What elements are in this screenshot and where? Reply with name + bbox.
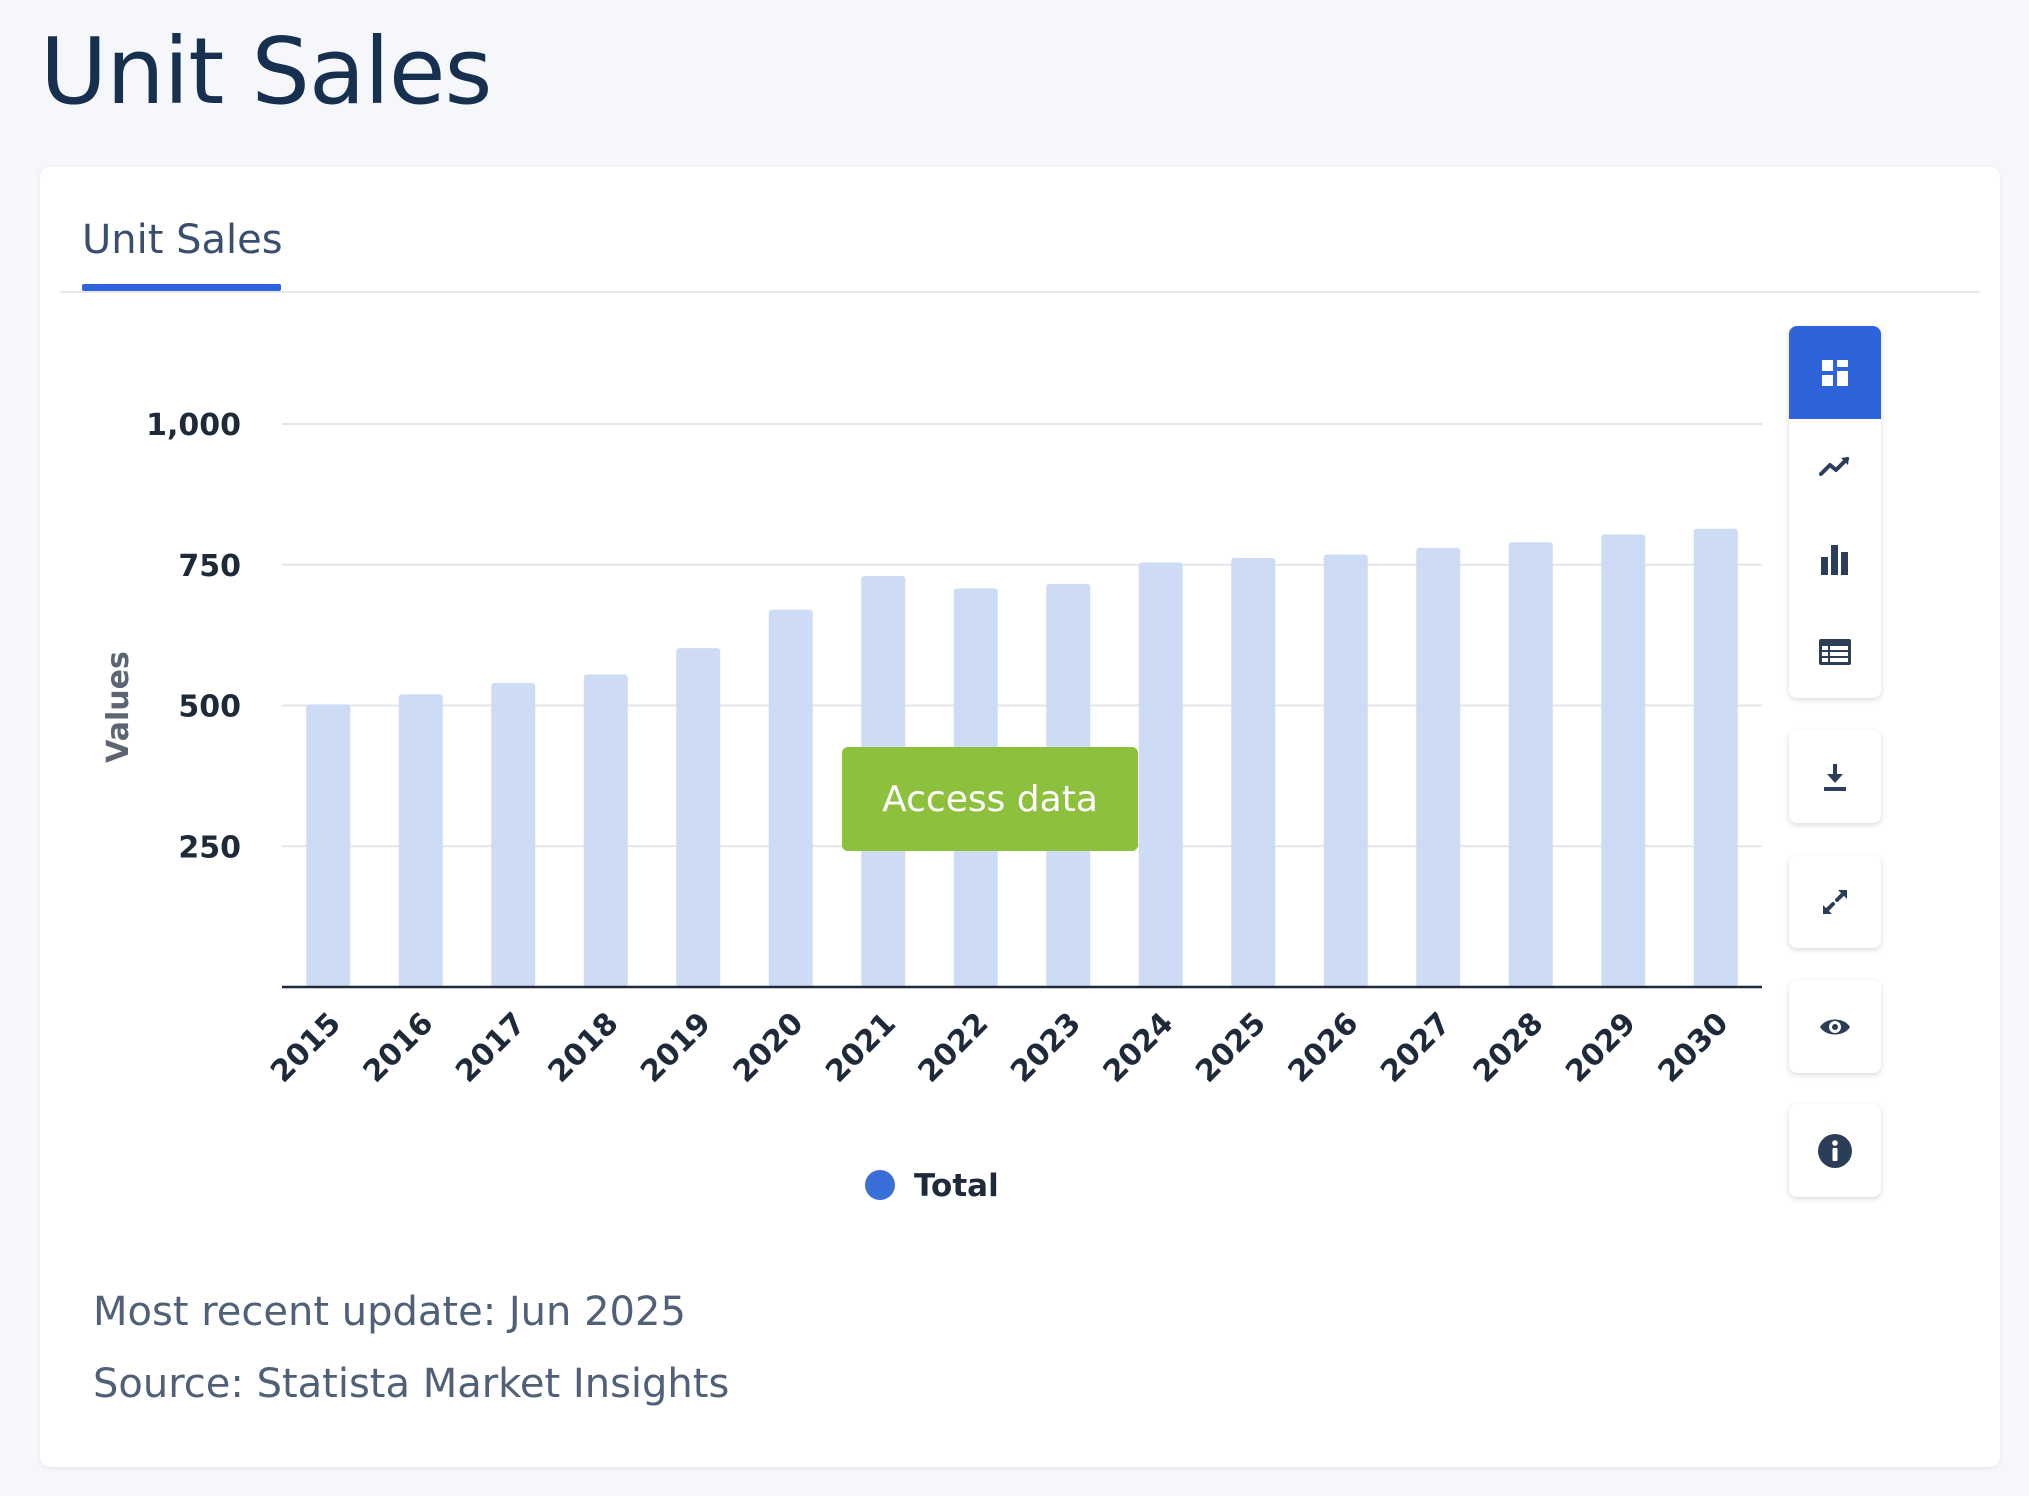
x-tick-label: 2018: [542, 1006, 626, 1090]
y-axis-label: Values: [101, 651, 136, 763]
bar-2019[interactable]: [676, 648, 721, 987]
x-tick-label: 2020: [727, 1006, 811, 1090]
x-tick-label: 2029: [1559, 1006, 1643, 1090]
download-button[interactable]: [1789, 730, 1881, 823]
bar-2015[interactable]: [306, 704, 351, 987]
info-icon: [1818, 1133, 1852, 1168]
x-tick-label: 2022: [912, 1006, 996, 1090]
table-icon: [1819, 638, 1851, 665]
bar-2029[interactable]: [1601, 534, 1646, 987]
bar-2016[interactable]: [398, 694, 443, 987]
dashboard-icon: [1822, 359, 1848, 386]
access-data-button[interactable]: Access data: [842, 747, 1138, 851]
bar-2025[interactable]: [1231, 557, 1276, 987]
legend-label-total: Total: [914, 1168, 999, 1204]
most-recent-update: Most recent update: Jun 2025: [93, 1289, 686, 1335]
bar-2026[interactable]: [1323, 554, 1368, 987]
chart-view-toolbar: [1789, 326, 1881, 698]
info-button[interactable]: [1789, 1104, 1881, 1197]
x-tick-label: 2023: [1004, 1006, 1088, 1090]
x-tick-label: 2016: [357, 1006, 441, 1090]
chart-card: Unit Sales 250 500 750 1,000 2015 2016 2017 201…: [40, 167, 2000, 1467]
x-tick-label: 2021: [819, 1006, 903, 1090]
legend-dot-total: [865, 1170, 895, 1200]
download-icon: [1824, 763, 1846, 791]
page-title: Unit Sales: [40, 18, 492, 125]
tab-divider: [60, 291, 1980, 293]
x-tick-label: 2025: [1189, 1006, 1273, 1090]
x-tick-label: 2027: [1374, 1006, 1458, 1090]
show-hide-button[interactable]: [1789, 980, 1881, 1073]
x-tick-label: 2028: [1467, 1006, 1551, 1090]
bar-chart-view-button[interactable]: [1789, 512, 1881, 605]
source-text: Source: Statista Market Insights: [93, 1361, 730, 1407]
bar-chart-icon: [1821, 544, 1848, 575]
table-view-button[interactable]: [1789, 605, 1881, 698]
expand-icon: [1823, 889, 1847, 914]
y-tick-label: 750: [178, 549, 241, 584]
dashboard-view-button[interactable]: [1789, 326, 1881, 419]
y-tick-label: 250: [178, 830, 241, 865]
y-tick-label: 500: [178, 690, 241, 725]
active-tab-indicator: [82, 284, 281, 291]
y-tick-label: 1,000: [146, 408, 241, 443]
x-tick-label: 2015: [264, 1006, 348, 1090]
line-chart-icon: [1819, 456, 1849, 476]
legend[interactable]: Total: [865, 1168, 999, 1204]
bars: [306, 528, 1738, 987]
eye-icon: [1820, 1019, 1850, 1034]
bar-2027[interactable]: [1416, 547, 1461, 987]
bar-2028[interactable]: [1508, 542, 1553, 987]
line-chart-view-button[interactable]: [1789, 419, 1881, 512]
bar-2017[interactable]: [491, 682, 536, 987]
fullscreen-button[interactable]: [1789, 855, 1881, 948]
x-tick-label: 2017: [449, 1006, 533, 1090]
x-tick-label: 2030: [1652, 1006, 1736, 1090]
x-tick-label: 2019: [634, 1006, 718, 1090]
x-tick-label: 2024: [1097, 1006, 1181, 1090]
bar-2024[interactable]: [1138, 562, 1183, 987]
x-tick-label: 2026: [1282, 1006, 1366, 1090]
bar-2020[interactable]: [768, 609, 813, 987]
bar-2018[interactable]: [583, 674, 628, 987]
bar-2030[interactable]: [1693, 528, 1738, 987]
tab-unit-sales[interactable]: Unit Sales: [82, 217, 283, 263]
